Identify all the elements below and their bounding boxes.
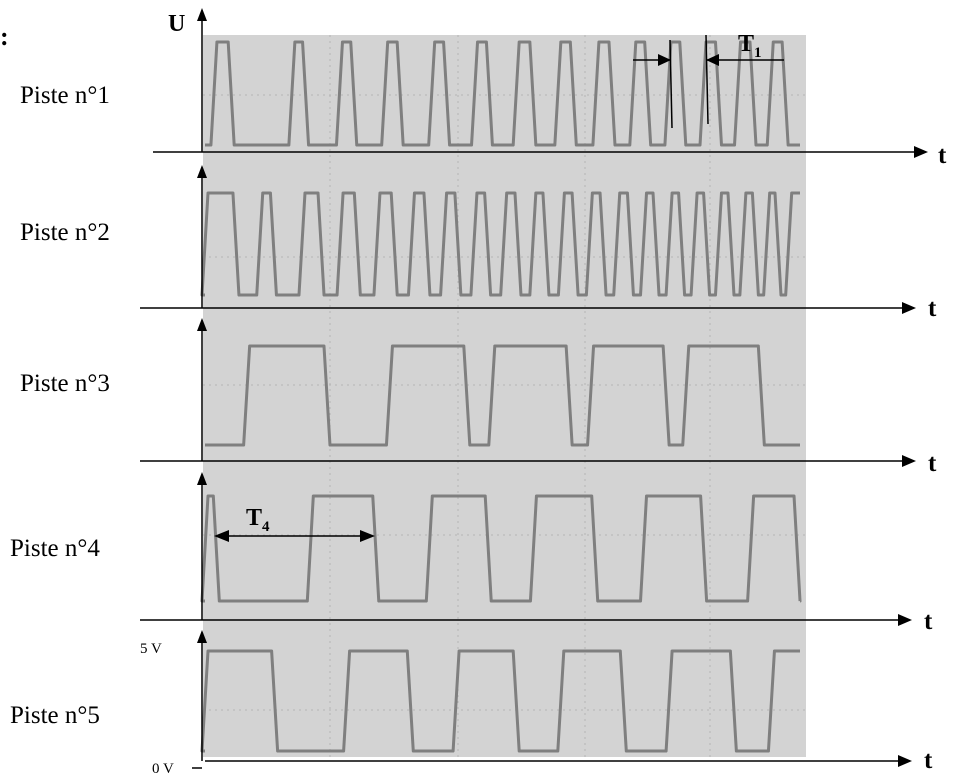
track-label-5: Piste n°5	[10, 702, 100, 729]
waveform-track-5	[200, 649, 800, 753]
period-t1-annotation: T1	[633, 31, 784, 129]
time-axis-label-3: t	[928, 450, 937, 477]
voltage-high-label: 5 V	[140, 641, 162, 657]
time-axis-arrowhead-4	[898, 614, 912, 626]
track-label-2: Piste n°2	[20, 219, 110, 246]
period-t4-arrowhead-right	[360, 530, 375, 542]
track-label-4: Piste n°4	[10, 535, 100, 562]
period-t1-arrowhead-right	[706, 54, 719, 66]
waveform-track-3	[205, 344, 800, 447]
time-axis-arrowhead-5	[898, 755, 912, 767]
u-axis-arrowhead-2	[197, 165, 207, 178]
screen-grid	[203, 35, 806, 757]
time-axis-arrowhead-3	[902, 455, 916, 467]
period-t1-label: T1	[738, 31, 762, 61]
u-axis-arrowhead-5	[197, 630, 207, 643]
waveform-track-1	[205, 40, 800, 147]
u-axis-arrowhead-1	[197, 8, 207, 21]
edge-mark: :	[0, 22, 9, 51]
waveform-track-4	[200, 494, 802, 603]
time-axis-arrowhead-1	[914, 146, 928, 158]
track-label-1: Piste n°1	[20, 82, 110, 109]
waveform-track-2	[200, 191, 800, 297]
period-t4-annotation: T4	[214, 505, 375, 542]
track-label-3: Piste n°3	[20, 370, 110, 397]
period-t1-arrowhead-left	[658, 54, 671, 66]
period-t4-label: T4	[246, 505, 270, 535]
time-axis-label-2: t	[928, 295, 937, 322]
period-t1-marker-right	[705, 34, 709, 125]
time-axis-label-1: t	[938, 142, 947, 169]
axes	[140, 8, 928, 769]
u-axis-label: U	[168, 11, 185, 37]
u-axis-arrowhead-3	[197, 318, 207, 331]
time-axis-label-4: t	[924, 608, 933, 635]
period-t1-marker-left	[669, 39, 673, 129]
waveforms	[200, 40, 802, 753]
voltage-low-label: 0 V	[152, 761, 174, 776]
oscilloscope-screen	[203, 35, 806, 757]
period-t4-arrowhead-left	[214, 530, 229, 542]
time-axis-label-5: t	[924, 747, 933, 774]
u-axis-arrowhead-4	[197, 472, 207, 485]
time-axis-arrowhead-2	[902, 302, 916, 314]
